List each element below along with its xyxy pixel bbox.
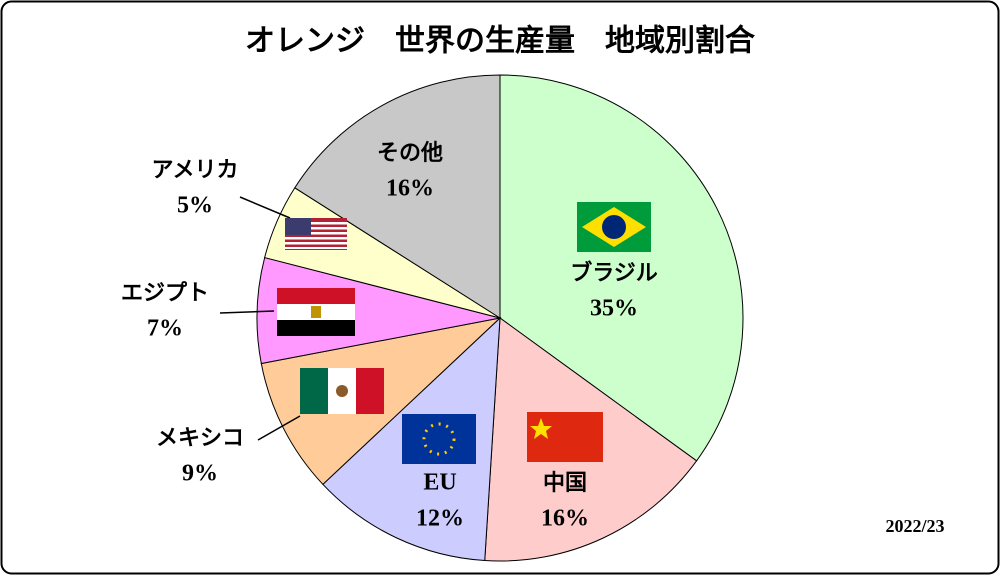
flag-eu xyxy=(402,414,476,464)
value-label: 9% xyxy=(182,461,218,487)
leader-line xyxy=(257,415,301,441)
flags xyxy=(277,202,651,464)
value-label: 5% xyxy=(177,193,213,219)
leader-line xyxy=(239,196,291,219)
value-label: 35% xyxy=(590,296,638,322)
category-label: エジプト xyxy=(121,281,209,306)
flag-china xyxy=(527,412,603,462)
category-label: EU xyxy=(423,470,456,496)
value-label: 12% xyxy=(416,506,464,532)
flag-usa xyxy=(285,218,347,250)
category-label: アメリカ xyxy=(152,158,239,183)
flag-egypt xyxy=(277,288,355,336)
flag-brazil xyxy=(577,202,651,252)
flag-mexico xyxy=(300,368,384,414)
value-label: 16% xyxy=(386,176,434,202)
category-label: その他 xyxy=(377,141,443,166)
leader-line xyxy=(219,310,275,314)
chart-title: オレンジ 世界の生産量 地域別割合 xyxy=(245,24,755,59)
category-label: メキシコ xyxy=(156,426,244,451)
value-label: 7% xyxy=(147,316,183,342)
note: 2022/23 xyxy=(885,516,944,536)
leader-lines xyxy=(219,196,301,441)
slice xyxy=(294,74,501,319)
slice xyxy=(256,256,501,365)
value-label: 16% xyxy=(541,506,589,532)
slice xyxy=(499,74,744,462)
category-label: ブラジル xyxy=(570,260,658,286)
category-label: 中国 xyxy=(543,471,587,496)
